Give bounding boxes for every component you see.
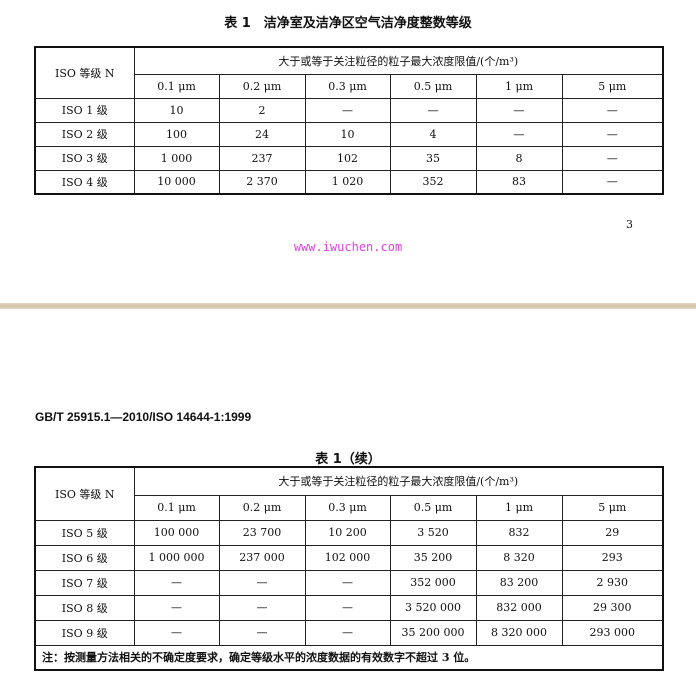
table-title: 表 1 洁净室及洁净区空气洁净度整数等级: [224, 16, 472, 31]
cell-value: 293: [561, 544, 664, 571]
cell-value: 83: [475, 169, 563, 195]
table-row: ISO 5 级 100 000 23 700 10 200 3 520 832 29: [34, 519, 664, 546]
column-header: 0.2 μm: [218, 494, 306, 521]
cell-value: 10 000: [133, 169, 220, 195]
cell-value: 352 000: [389, 569, 477, 596]
cell-value: 35: [389, 145, 477, 171]
column-header: 5 μm: [561, 73, 664, 99]
cell-value: 35 200: [389, 544, 477, 571]
table-note: 注：按测量方法相关的不确定度要求，确定等级水平的浓度数据的有效数字不超过 3 位…: [34, 644, 664, 671]
table-row: ISO 9 级 — — —35 200 000 8 320 000 293 000: [34, 619, 664, 646]
column-header: 1 μm: [475, 494, 563, 521]
cell-value: —: [218, 594, 306, 621]
column-header: 1 μm: [475, 73, 563, 99]
column-header: 5 μm: [561, 494, 664, 521]
cell-value: 237 000: [218, 544, 306, 571]
cell-value: 1 000: [133, 145, 220, 171]
cell-value: —: [133, 569, 220, 596]
cell-value: —: [304, 97, 391, 123]
cell-value: —: [218, 619, 306, 646]
cell-value: 2 370: [218, 169, 306, 195]
page-number: 3: [626, 218, 633, 231]
group-header: 大于或等于关注粒径的粒子最大浓度限值/(个/m³): [133, 46, 664, 75]
cell-value: 3 520 000: [389, 594, 477, 621]
cell-value: —: [133, 594, 220, 621]
table-row: ISO 4 级 10 000 2 370 1 020 352 83—: [34, 169, 664, 195]
cell-value: —: [304, 619, 391, 646]
cell-value: 8 320: [475, 544, 563, 571]
cell-value: 102: [304, 145, 391, 171]
table-row: ISO 7 级 — — —352 000 83 200 2 930: [34, 569, 664, 596]
cell-value: 35 200 000: [389, 619, 477, 646]
cell-value: 100: [133, 121, 220, 147]
column-header: 0.5 μm: [389, 494, 477, 521]
row-label: ISO 1 级: [34, 97, 135, 123]
cell-value: —: [561, 97, 664, 123]
row-label: ISO 6 级: [34, 544, 135, 571]
cell-value: 237: [218, 145, 306, 171]
cell-value: 293 000: [561, 619, 664, 646]
cell-value: 8: [475, 145, 563, 171]
cell-value: 29: [561, 519, 664, 546]
cell-value: —: [561, 169, 664, 195]
cell-value: 832: [475, 519, 563, 546]
cell-value: —: [475, 121, 563, 147]
cell-value: —: [561, 145, 664, 171]
row-header: ISO 等级 N: [34, 46, 135, 99]
page-separator: [0, 303, 696, 309]
cell-value: —: [389, 97, 477, 123]
cell-value: 24: [218, 121, 306, 147]
watermark: www.iwuchen.com: [293, 240, 403, 254]
column-header: 0.3 μm: [304, 494, 391, 521]
table-row: ISO 8 级 — — —3 520 000 832 000 29 300: [34, 594, 664, 621]
cell-value: 2: [218, 97, 306, 123]
cell-value: 3 520: [389, 519, 477, 546]
table-title-continued: 表 1（续）: [315, 452, 381, 467]
cell-value: 8 320 000: [475, 619, 563, 646]
column-header: 0.5 μm: [389, 73, 477, 99]
cell-value: 102 000: [304, 544, 391, 571]
cell-value: 23 700: [218, 519, 306, 546]
column-header: 0.1 μm: [133, 494, 220, 521]
cleanliness-table-part2: ISO 等级 N 大于或等于关注粒径的粒子最大浓度限值/(个/m³) 0.1 μm 0…: [34, 466, 665, 671]
column-header: 0.1 μm: [133, 73, 220, 99]
cell-value: 832 000: [475, 594, 563, 621]
cell-value: 1 000 000: [133, 544, 220, 571]
cell-value: —: [133, 619, 220, 646]
row-label: ISO 8 级: [34, 594, 135, 621]
row-label: ISO 9 级: [34, 619, 135, 646]
cell-value: 10: [133, 97, 220, 123]
column-header: 0.2 μm: [218, 73, 306, 99]
table-row: ISO 1 级 10 2— — — —: [34, 97, 664, 123]
cell-value: 10 200: [304, 519, 391, 546]
column-header: 0.3 μm: [304, 73, 391, 99]
row-label: ISO 3 级: [34, 145, 135, 171]
cell-value: 1 020: [304, 169, 391, 195]
table-row: ISO 2 级 100 24 10 4— —: [34, 121, 664, 147]
standard-header: GB/T 25915.1—2010/ISO 14644-1:1999: [35, 410, 252, 424]
cell-value: 10: [304, 121, 391, 147]
cell-value: 4: [389, 121, 477, 147]
cell-value: —: [475, 97, 563, 123]
cell-value: 83 200: [475, 569, 563, 596]
cell-value: —: [304, 569, 391, 596]
cell-value: 29 300: [561, 594, 664, 621]
cell-value: —: [304, 594, 391, 621]
group-header: 大于或等于关注粒径的粒子最大浓度限值/(个/m³): [133, 466, 664, 496]
row-label: ISO 5 级: [34, 519, 135, 546]
cell-value: —: [561, 121, 664, 147]
cell-value: 352: [389, 169, 477, 195]
row-label: ISO 2 级: [34, 121, 135, 147]
cell-value: 100 000: [133, 519, 220, 546]
cell-value: —: [218, 569, 306, 596]
cleanliness-table-part1: ISO 等级 N 大于或等于关注粒径的粒子最大浓度限值/(个/m³) 0.1 μm 0…: [34, 46, 665, 195]
row-label: ISO 7 级: [34, 569, 135, 596]
row-header: ISO 等级 N: [34, 466, 135, 521]
row-label: ISO 4 级: [34, 169, 135, 195]
cell-value: 2 930: [561, 569, 664, 596]
